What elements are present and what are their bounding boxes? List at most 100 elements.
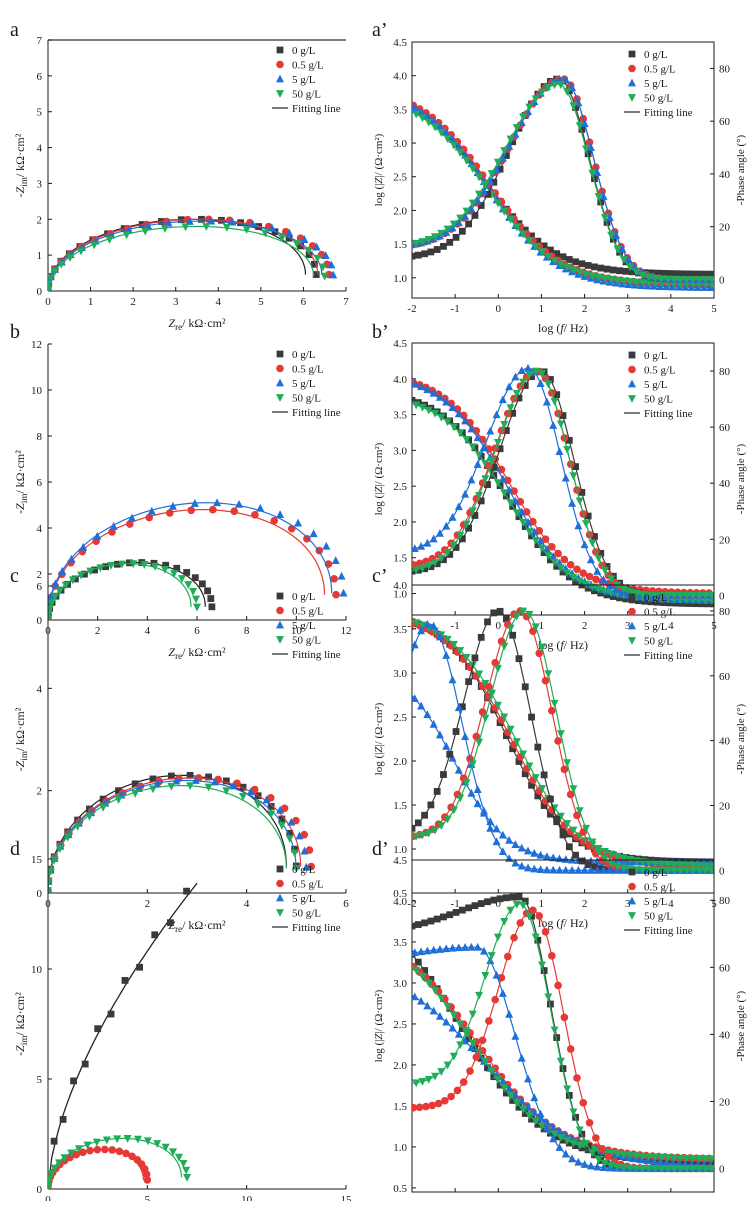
panel-bp-phase-point-5-g-l — [580, 540, 589, 549]
panel-dp-mag-point-5-g-l — [442, 1017, 451, 1026]
panel-dp-phase-point-50-g-l — [512, 900, 521, 909]
panel-dp-phase-point-0-g-l — [540, 967, 548, 974]
panel-bp-legend-label-5-g-l: 5 g/L — [644, 379, 668, 391]
panel-c-point-5-g-l — [287, 817, 296, 826]
panel-b-point-50-g-l — [61, 581, 70, 590]
panel-bp-mag-point-0-g-l — [698, 600, 705, 608]
panel-a-y-tick-label: 4 — [37, 143, 43, 155]
panel-dp-mag-point-0-g-l — [647, 1156, 655, 1164]
panel-dp-phase-point-50-g-l — [462, 1027, 471, 1036]
panel-cp-y2-tick-label: 40 — [719, 736, 731, 748]
panel-dp-phase-point-5-g-l — [448, 943, 457, 952]
panel-ap-phase-point-0-g-l — [584, 150, 592, 158]
panel-dp-phase-point-0-5-g-l — [573, 1074, 581, 1082]
panel-ap-phase-point-50-g-l — [531, 95, 540, 104]
panel-dp-y-tick-label: 2.5 — [393, 1019, 407, 1031]
panel-cp-phase-point-50-g-l — [443, 815, 452, 824]
panel-cp-phase-point-5-g-l — [580, 865, 589, 874]
panel-cp-phase-point-50-g-l — [651, 866, 660, 875]
panel-a-legend-label-fitting-line: Fitting line — [292, 103, 341, 115]
panel-dp-y-axis-label: log (|Z|/ (Ω·cm²) — [373, 989, 385, 1062]
panel-dp-mag-point-50-g-l — [556, 1134, 565, 1142]
panel-cp-phase-point-0-g-l — [471, 654, 479, 662]
panel-dp-mag-point-0-g-l — [691, 1158, 699, 1166]
panel-d-point-0-g-l — [50, 1137, 58, 1145]
panel-b-point-50-g-l — [55, 587, 64, 596]
panel-dp-plot — [412, 893, 714, 1173]
panel-bp-phase-point-50-g-l — [701, 591, 710, 600]
panel-bp-y-tick-label: 3.0 — [393, 445, 407, 457]
panel-b-point-50-g-l — [189, 588, 198, 596]
panel-bp-phase-point-0-g-l — [578, 488, 586, 496]
panel-ap-x-tick-label: -1 — [451, 303, 460, 315]
panel-c-point-0-g-l — [291, 845, 299, 853]
panel-ap-phase-point-50-g-l — [487, 170, 496, 178]
panel-label-cp: c’ — [372, 565, 388, 587]
panel-cp-mag-point-0-g-l — [679, 858, 686, 865]
panel-bp-x-axis-label: log (f/ Hz) — [538, 638, 588, 652]
panel-bp-mag-point-0-g-l — [412, 396, 416, 404]
panel-ap-legend-marker-50-g-l — [628, 94, 636, 102]
panel-cp-mag-point-5-g-l — [412, 694, 419, 702]
panel-dp-legend-marker-50-g-l — [628, 912, 636, 920]
panel-ap-mag-point-0-g-l — [521, 226, 529, 234]
panel-d-point-0-g-l — [94, 1025, 102, 1033]
panel-bp-mag-point-0-g-l — [679, 599, 686, 607]
panel-cp-mag-point-0-g-l — [672, 857, 680, 865]
panel-ap-phase-point-50-g-l — [412, 239, 421, 248]
panel-ap-mag-point-5-g-l — [442, 128, 451, 137]
panel-ap-y-tick-label: 3.0 — [393, 138, 407, 150]
panel-ap-mag-point-50-g-l — [626, 278, 635, 286]
panel-ap-mag-point-50-g-l — [594, 273, 603, 282]
panel-bp-mag-point-0-g-l — [609, 593, 617, 600]
panel-dp-mag-point-50-g-l — [525, 1112, 534, 1120]
panel-dp-mag-point-5-g-l — [649, 1157, 658, 1165]
panel-cp-phase-point-50-g-l — [493, 665, 502, 673]
panel-c-point-0-g-l — [149, 775, 157, 783]
panel-bp-phase-point-5-g-l — [461, 489, 470, 498]
panel-a-point-50-g-l — [242, 226, 251, 234]
panel-d-point-0-5-g-l — [101, 1145, 109, 1154]
panel-cp-mag-point-0-g-l — [540, 802, 548, 809]
panel-bp-legend-label-0-g-l: 0 g/L — [644, 350, 668, 362]
panel-b-point-5-g-l — [294, 518, 303, 527]
panel-dp-phase-point-0-g-l — [509, 893, 517, 901]
panel-a-point-5-g-l — [329, 270, 338, 279]
panel-a-plot — [48, 215, 338, 291]
panel-bp-phase-point-5-g-l — [448, 513, 457, 521]
panel-dp-phase-point-5-g-l — [593, 1162, 602, 1171]
panel-bp-phase-point-50-g-l — [512, 389, 521, 398]
panel-dp-mag-point-0-g-l — [502, 1089, 510, 1097]
panel-cp-phase-point-50-g-l — [663, 866, 672, 875]
panel-d-legend-label-50-g-l: 50 g/L — [292, 908, 321, 920]
panel-dp-phase-point-50-g-l — [449, 1052, 458, 1061]
panel-cp-mag-point-50-g-l — [462, 653, 471, 662]
panel-dp-phase-point-5-g-l — [599, 1163, 608, 1172]
panel-c-point-0-5-g-l — [307, 862, 316, 871]
panel-c-point-0-5-g-l — [280, 804, 289, 813]
panel-dp-phase-point-0-g-l — [446, 911, 454, 919]
panel-b-point-0-g-l — [198, 580, 206, 588]
panel-bp-phase-point-50-g-l — [506, 404, 515, 413]
panel-dp-phase-point-50-g-l — [544, 993, 553, 1002]
panel-dp-phase-point-50-g-l — [475, 991, 484, 1000]
panel-b-y-tick-label: 4 — [37, 523, 43, 535]
panel-cp-y-tick-label: 2.0 — [393, 756, 407, 768]
panel-ap-mag-point-0-g-l — [609, 266, 617, 274]
panel-ap-phase-point-50-g-l — [569, 102, 578, 111]
panel-ap-y-tick-label: 4.5 — [393, 37, 407, 49]
panel-bp-mag-point-5-g-l — [524, 517, 533, 526]
panel-ap-mag-point-5-g-l — [668, 282, 677, 291]
panel-cp-mag-point-50-g-l — [651, 859, 660, 868]
panel-cp-phase-point-50-g-l — [638, 866, 647, 875]
panel-dp-y-tick-label: 4.0 — [393, 896, 407, 908]
panel-bp-mag-point-50-g-l — [519, 518, 528, 527]
panel-cp-mag-point-50-g-l — [525, 762, 534, 771]
panel-bp-phase-point-0-g-l — [565, 436, 573, 444]
panel-b-point-50-g-l — [161, 565, 170, 574]
panel-cp-mag-point-50-g-l — [537, 785, 546, 793]
panel-a-point-5-g-l — [321, 251, 330, 259]
panel-ap-phase-point-50-g-l — [468, 199, 477, 208]
panel-cp-y-tick-label: 3.5 — [393, 624, 407, 636]
panel-dp-phase-point-0-g-l — [502, 894, 510, 902]
